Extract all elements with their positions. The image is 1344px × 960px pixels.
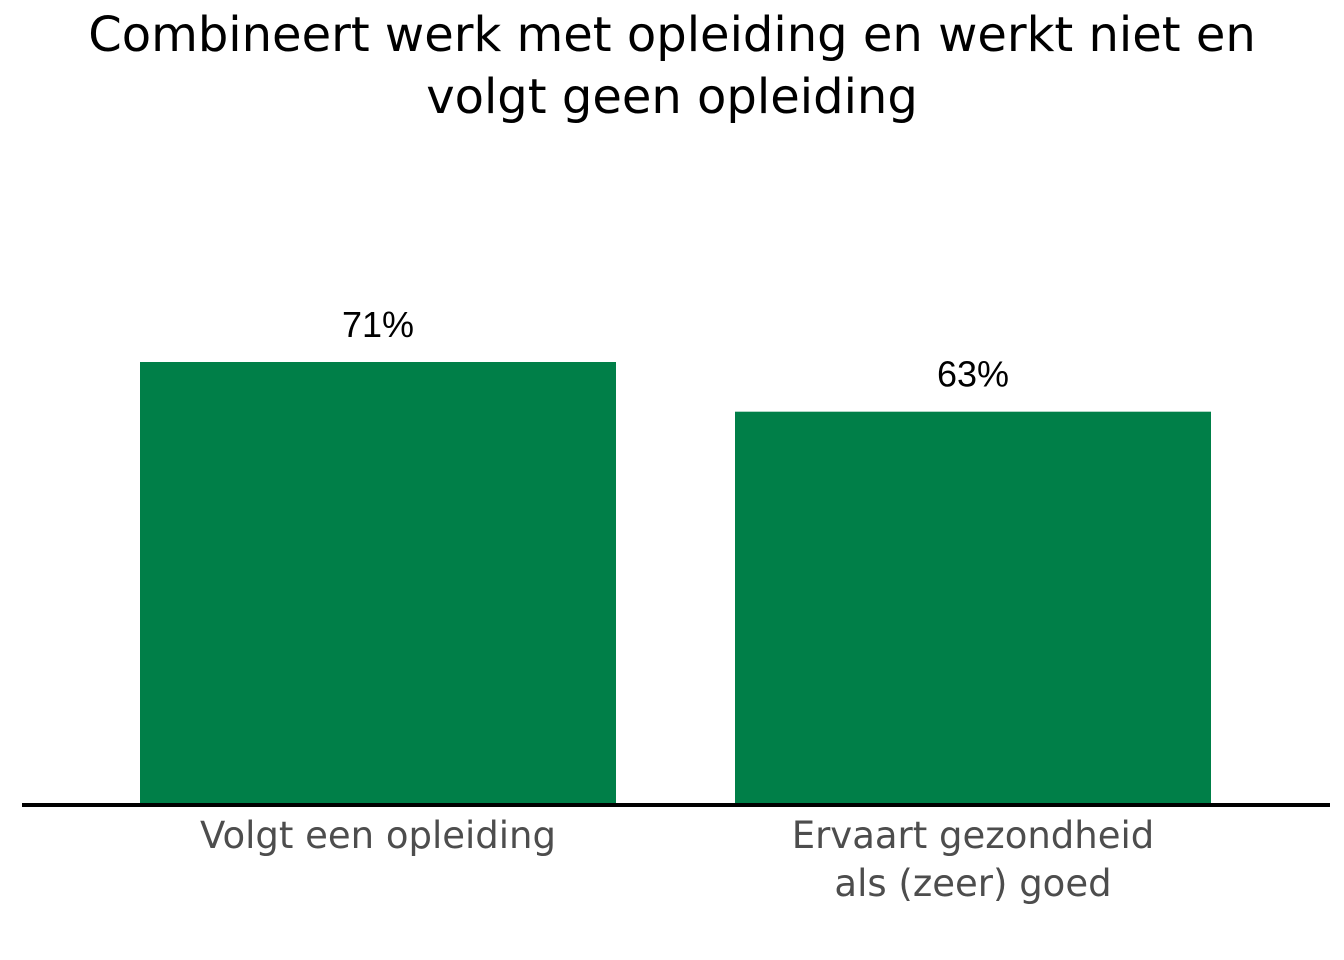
category-label-2-line-2: als (zeer) goed [834,862,1111,905]
category-label-1-line-1: Volgt een opleiding [200,814,556,857]
bar-1 [140,362,616,803]
category-label-2-line-1: Ervaart gezondheid [792,814,1155,857]
value-label-2: 63% [937,354,1009,395]
chart-title-line-2: volgt geen opleiding [426,69,918,125]
value-labels-group: 71% 63% [342,304,1009,395]
value-label-1: 71% [342,304,414,345]
category-labels-group: Volgt een opleiding Ervaart gezondheid als… [200,814,1154,905]
bars-group [140,362,1211,803]
chart-title-line-1: Combineert werk met opleiding en werkt n… [88,7,1256,63]
bar-2 [735,411,1211,803]
chart-title: Combineert werk met opleiding en werkt n… [0,4,1344,128]
